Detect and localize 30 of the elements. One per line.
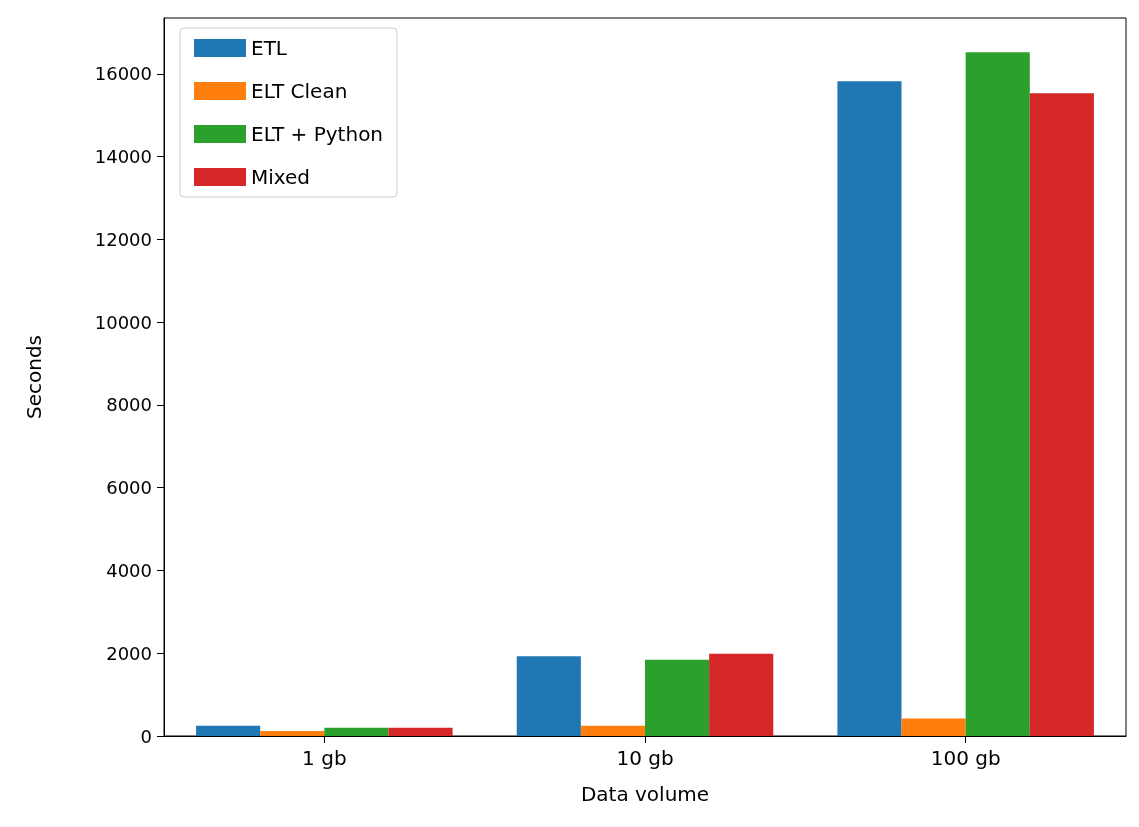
bar (516, 656, 581, 736)
legend-label: ETL (251, 36, 288, 60)
x-tick-label: 10 gb (616, 746, 674, 770)
bar (1029, 93, 1094, 736)
y-tick-label: 0 (140, 725, 152, 747)
y-tick-label: 4000 (106, 559, 152, 581)
bar (260, 731, 325, 736)
y-tick-label: 12000 (94, 228, 152, 250)
bar (901, 718, 966, 736)
y-tick-label: 16000 (94, 63, 152, 85)
bar (388, 727, 453, 736)
x-axis-title: Data volume (580, 782, 710, 806)
bar (965, 52, 1030, 736)
x-tick-label: 1 gb (302, 746, 347, 770)
bar (580, 725, 645, 736)
legend-label: ELT + Python (251, 122, 384, 146)
y-tick-label: 2000 (106, 642, 152, 664)
legend-label: ELT Clean (251, 79, 348, 103)
y-tick-label: 8000 (106, 394, 152, 416)
bar (837, 81, 902, 736)
y-tick-label: 10000 (94, 311, 152, 333)
bar (196, 725, 261, 736)
x-tick-label: 100 gb (930, 746, 1001, 770)
bar (324, 727, 389, 736)
y-tick-label: 6000 (106, 477, 152, 499)
y-axis-title: Seconds (22, 334, 46, 420)
bar (709, 653, 774, 736)
legend-label: Mixed (251, 165, 311, 189)
bar (645, 659, 710, 736)
y-tick-label: 14000 (94, 146, 152, 168)
